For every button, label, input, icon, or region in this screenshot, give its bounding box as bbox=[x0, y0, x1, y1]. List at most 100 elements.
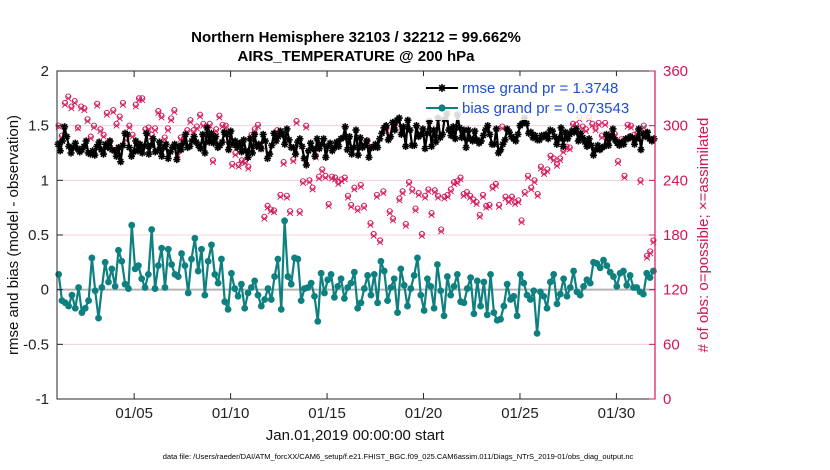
bias-marker bbox=[237, 280, 245, 288]
rmse-marker bbox=[63, 133, 71, 141]
asterisk-stroke bbox=[171, 141, 178, 148]
cross-stroke bbox=[460, 192, 467, 199]
obs-possible-marker bbox=[476, 211, 483, 219]
cross-stroke bbox=[235, 163, 242, 170]
obs-possible-marker bbox=[197, 111, 204, 118]
asterisk-stroke bbox=[249, 149, 256, 157]
bias-marker bbox=[347, 279, 355, 287]
bias-marker bbox=[204, 257, 212, 265]
cross-stroke bbox=[396, 197, 403, 204]
obs-assimilated-marker bbox=[550, 157, 557, 164]
obs-assimilated-marker bbox=[286, 210, 294, 217]
asterisk-stroke bbox=[208, 130, 215, 137]
rmse-marker bbox=[158, 152, 166, 160]
asterisk-stroke bbox=[387, 133, 394, 140]
obs-assimilated-marker bbox=[537, 165, 544, 172]
legend-rmse-label: rmse grand pr = 1.3748 bbox=[462, 80, 618, 97]
bias-marker bbox=[191, 234, 199, 242]
obs-possible-marker bbox=[454, 178, 461, 185]
asterisk-stroke bbox=[609, 125, 617, 133]
rmse-marker bbox=[391, 126, 399, 134]
rmse-marker bbox=[56, 147, 64, 155]
asterisk-stroke bbox=[255, 141, 262, 148]
bias-marker bbox=[453, 270, 461, 278]
bias-marker bbox=[244, 289, 252, 297]
bias-marker bbox=[570, 267, 578, 275]
obs-assimilated-marker bbox=[360, 204, 368, 211]
cross-stroke bbox=[126, 124, 133, 131]
obs-assimilated-marker bbox=[444, 193, 451, 200]
rmse-marker bbox=[209, 139, 218, 147]
y-tick-label: -0.5 bbox=[23, 336, 49, 353]
obs-assimilated-marker bbox=[518, 219, 525, 226]
asterisk-stroke bbox=[314, 135, 321, 142]
rmse-marker bbox=[464, 126, 472, 134]
cross-stroke bbox=[415, 191, 422, 199]
cross-stroke bbox=[531, 179, 538, 186]
cross-stroke bbox=[637, 179, 644, 186]
y-right-tick-label: 120 bbox=[663, 282, 688, 299]
bias-marker bbox=[517, 270, 524, 278]
bias-marker bbox=[334, 282, 342, 290]
obs-assimilated-marker bbox=[367, 221, 374, 229]
bias-marker bbox=[433, 261, 441, 268]
obs-possible-marker bbox=[409, 186, 416, 193]
obs-assimilated-marker bbox=[425, 188, 432, 195]
bias-marker bbox=[350, 268, 358, 276]
asterisk-stroke bbox=[270, 130, 278, 137]
bias-marker bbox=[447, 291, 455, 299]
obs-possible-marker bbox=[193, 123, 200, 130]
rmse-marker bbox=[479, 131, 487, 140]
asterisk-stroke bbox=[611, 136, 619, 143]
obs-possible-marker bbox=[322, 172, 329, 179]
asterisk-stroke bbox=[292, 150, 299, 158]
cross-stroke bbox=[171, 108, 178, 116]
obs-assimilated-marker bbox=[396, 197, 403, 204]
cross-stroke bbox=[81, 107, 88, 114]
obs-assimilated-marker bbox=[119, 101, 127, 108]
bias-line bbox=[57, 219, 655, 335]
cross-stroke bbox=[557, 157, 564, 164]
asterisk-stroke bbox=[506, 129, 513, 136]
obs-possible-marker bbox=[360, 202, 368, 209]
asterisk-stroke bbox=[339, 134, 347, 141]
obs-assimilated-marker bbox=[277, 193, 284, 200]
asterisk-stroke bbox=[98, 146, 105, 153]
obs-assimilated-marker bbox=[158, 114, 165, 121]
obs-possible-marker bbox=[643, 252, 651, 260]
rmse-marker bbox=[343, 146, 351, 154]
x-tick-label: 01/25 bbox=[501, 405, 539, 422]
rmse-marker bbox=[248, 149, 256, 157]
asterisk-stroke bbox=[137, 141, 144, 148]
y-right-tick-label: 360 bbox=[663, 63, 688, 80]
bias-marker bbox=[128, 221, 136, 229]
cross-stroke bbox=[624, 123, 631, 130]
rmse-marker bbox=[574, 137, 582, 145]
asterisk-stroke bbox=[527, 129, 534, 136]
obs-possible-marker bbox=[119, 99, 126, 106]
asterisk-stroke bbox=[348, 150, 355, 158]
asterisk-stroke bbox=[551, 133, 558, 140]
obs-possible-marker bbox=[373, 191, 380, 198]
rmse-marker bbox=[451, 135, 459, 143]
rmse-marker bbox=[335, 142, 343, 151]
cross-stroke bbox=[306, 179, 313, 186]
cross-stroke bbox=[344, 194, 352, 201]
obs-assimilated-marker bbox=[245, 165, 252, 172]
cross-stroke bbox=[65, 95, 72, 102]
obs-possible-marker bbox=[351, 184, 358, 191]
x-tick-label: 01/15 bbox=[308, 405, 346, 422]
obs-assimilated-marker bbox=[155, 109, 162, 117]
bias-marker bbox=[500, 302, 508, 310]
rmse-marker bbox=[423, 129, 431, 137]
obs-assimilated-marker bbox=[431, 189, 438, 196]
obs-possible-marker bbox=[422, 192, 429, 199]
bias-marker bbox=[261, 296, 269, 303]
cross-stroke bbox=[621, 174, 628, 181]
asterisk-stroke bbox=[439, 131, 446, 138]
asterisk-stroke bbox=[65, 143, 72, 150]
obs-possible-marker bbox=[521, 189, 528, 196]
obs-possible-marker bbox=[315, 173, 323, 180]
obs-possible-marker bbox=[65, 93, 72, 100]
asterisk-stroke bbox=[281, 141, 288, 148]
